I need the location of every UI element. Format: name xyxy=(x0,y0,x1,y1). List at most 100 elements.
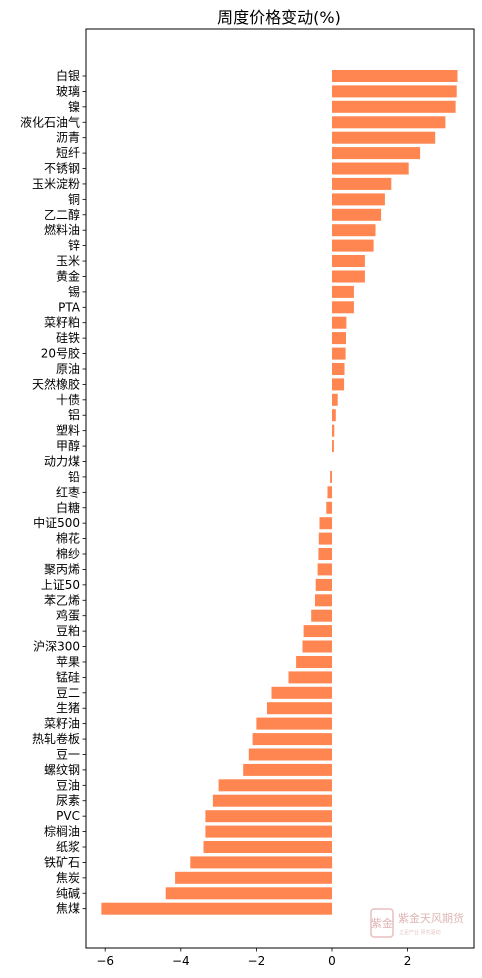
category-label: 焦炭 xyxy=(56,871,80,885)
category-label: 苯乙烯 xyxy=(44,593,80,607)
category-label: 动力煤 xyxy=(44,455,80,469)
category-label: 锌 xyxy=(68,239,80,253)
category-label: 沪深300 xyxy=(33,640,80,654)
category-label: 焦煤 xyxy=(56,902,80,916)
watermark-logo-icon xyxy=(370,908,394,938)
category-label: 锰硅 xyxy=(56,669,80,684)
bar xyxy=(332,70,458,82)
plot-frame xyxy=(85,28,475,949)
bar xyxy=(205,825,332,838)
bar xyxy=(218,779,332,792)
category-label: 天然橡胶 xyxy=(32,376,80,391)
bar xyxy=(332,193,385,206)
bar xyxy=(311,609,332,622)
bar xyxy=(212,794,332,807)
bar xyxy=(332,409,336,422)
bar xyxy=(318,532,332,545)
bar xyxy=(327,486,332,499)
bar xyxy=(318,548,332,560)
category-label: 豆油 xyxy=(56,778,80,792)
category-label: 乙二醇 xyxy=(44,207,80,222)
category-label: 豆一 xyxy=(56,747,80,761)
bar xyxy=(332,100,456,113)
x-tick-label: −6 xyxy=(96,954,114,968)
category-label: 锡 xyxy=(68,284,80,299)
category-label: 棕榈油 xyxy=(44,824,80,839)
bar xyxy=(296,656,332,668)
category-label: 玻璃 xyxy=(56,84,80,98)
x-tick-label: −2 xyxy=(248,954,266,968)
x-tick-label: 2 xyxy=(404,954,412,968)
category-label: 铝 xyxy=(68,407,80,422)
bar xyxy=(332,147,421,160)
bar xyxy=(315,594,332,607)
category-label: 不锈钢 xyxy=(44,162,80,176)
category-label: PVC xyxy=(56,809,80,823)
x-tick-label: −4 xyxy=(172,954,190,968)
bar xyxy=(332,316,347,329)
category-label: 燃料油 xyxy=(44,222,80,237)
category-label: 菜籽粕 xyxy=(44,315,80,330)
chart-title: 周度价格变动(%) xyxy=(217,8,341,27)
category-labels-group: 白银玻璃镍液化石油气沥青短纤不锈钢玉米淀粉铜乙二醇燃料油锌玉米黄金锡PTA菜籽粕… xyxy=(20,68,86,916)
bar xyxy=(243,763,332,776)
category-label: 沥青 xyxy=(56,131,80,145)
watermark-text: 紫金天风期货 xyxy=(398,911,464,925)
x-axis-ticks-group: −6 −4 −2 0 2 xyxy=(96,948,411,968)
bar xyxy=(332,424,335,437)
bar xyxy=(288,671,332,684)
bar xyxy=(271,686,332,699)
category-label: 镍 xyxy=(68,100,80,114)
category-label: 豆二 xyxy=(56,686,80,700)
x-tick-label: 0 xyxy=(328,954,336,968)
bar xyxy=(252,733,332,746)
bar xyxy=(332,239,374,252)
category-label: 苹果 xyxy=(56,655,80,669)
bar xyxy=(332,393,338,406)
category-label: 塑料 xyxy=(56,423,80,438)
category-label: 铁矿石 xyxy=(44,855,80,869)
category-label: 纯碱 xyxy=(56,886,80,900)
category-label: 短纤 xyxy=(56,146,80,160)
bar xyxy=(302,640,332,653)
bar xyxy=(319,517,332,530)
category-label: 菜籽油 xyxy=(44,717,80,731)
category-label: 甲醇 xyxy=(56,438,80,453)
category-label: 纸浆 xyxy=(56,839,80,854)
category-label: 螺纹钢 xyxy=(44,763,80,777)
bar xyxy=(332,270,365,283)
watermark-logo-chars: 紫金 xyxy=(371,916,393,930)
bar xyxy=(205,810,332,823)
bar xyxy=(203,841,332,853)
bar xyxy=(256,717,332,730)
category-label: 尿素 xyxy=(56,794,80,808)
bar xyxy=(315,578,332,591)
bar xyxy=(175,871,332,884)
category-label: 白糖 xyxy=(56,500,80,515)
watermark-subtext: 立足产业 研究驱动 xyxy=(399,929,441,936)
category-label: 白银 xyxy=(56,68,80,83)
category-label: PTA xyxy=(58,300,81,314)
bar xyxy=(332,301,354,314)
bar xyxy=(332,162,409,175)
bar xyxy=(317,563,332,576)
bar xyxy=(332,347,346,360)
bar xyxy=(330,470,332,483)
bar xyxy=(332,363,345,375)
bar xyxy=(332,131,436,144)
bar xyxy=(332,440,334,453)
bar xyxy=(248,748,332,761)
bar xyxy=(101,902,333,915)
bar xyxy=(332,332,346,345)
category-label: 热轧卷板 xyxy=(32,731,80,746)
bar xyxy=(332,85,457,98)
bar xyxy=(326,501,332,514)
bars-group xyxy=(101,70,458,915)
category-label: 聚丙烯 xyxy=(44,562,80,576)
category-label: 十债 xyxy=(56,393,80,407)
category-label: 硅铁 xyxy=(56,331,80,345)
category-label: 鸡蛋 xyxy=(56,608,80,623)
bar xyxy=(332,224,376,237)
bar xyxy=(332,378,345,391)
